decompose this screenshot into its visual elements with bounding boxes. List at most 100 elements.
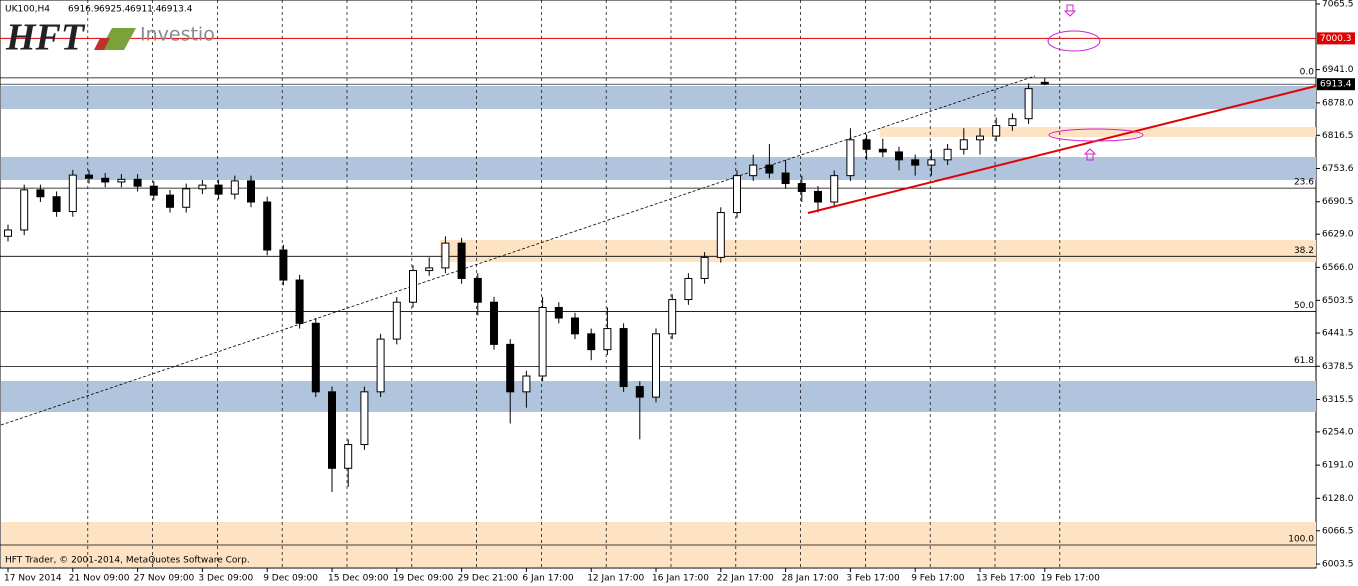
ohlc-low: 6911.4 <box>130 5 162 15</box>
candle-body <box>214 184 223 195</box>
candle-body <box>765 164 774 174</box>
candle-body <box>1024 88 1033 120</box>
candle-body <box>409 270 417 303</box>
y-tick-label: 6690.5 <box>1322 197 1354 207</box>
axis: 7065.5 6941.0 6878.0 6816.5 6753.6 6690.5 6629… <box>4 0 1355 584</box>
plot-frame <box>0 0 1317 569</box>
y-tick-label: 6503.5 <box>1322 296 1354 306</box>
candle-body <box>230 180 239 195</box>
candle-body <box>182 188 191 208</box>
fib-label: 0.0 <box>1300 67 1315 77</box>
candle-body <box>684 277 693 301</box>
support-zone <box>1 157 1316 180</box>
candle-body <box>52 196 61 212</box>
y-tick-label: 6066.5 <box>1322 526 1354 536</box>
candle-body <box>927 159 936 166</box>
y-tick-label: 6629.0 <box>1322 230 1354 240</box>
candle-body <box>311 322 320 393</box>
candle-body <box>1008 118 1017 127</box>
down-arrow <box>1063 4 1077 17</box>
candle-body <box>441 242 450 269</box>
candle-body <box>668 299 677 335</box>
y-tick-label: 6003.5 <box>1322 559 1354 569</box>
copyright: HFT Trader, © 2001-2014, MetaQuotes Soft… <box>5 556 250 566</box>
logo-mark <box>94 38 110 50</box>
candle-body <box>635 386 644 398</box>
header: UK100,H4 6916.9 6925.4 6911.4 6913.4 <box>5 5 193 15</box>
breakout-ellipse <box>1048 128 1144 142</box>
x-tick-label: 21 Nov 09:00 <box>69 574 130 584</box>
x-tick-label: 3 Dec 09:00 <box>198 574 253 584</box>
candle-body <box>619 328 628 388</box>
y-tick-label: 6816.5 <box>1322 131 1354 141</box>
logo: HFT Investio <box>5 17 215 59</box>
candle-body <box>781 172 790 185</box>
x-tick-label: 3 Feb 17:00 <box>846 574 900 584</box>
candle-body <box>36 189 45 198</box>
symbol: UK100,H4 <box>5 5 50 15</box>
candles <box>4 77 1049 493</box>
x-tick-label: 17 Nov 2014 <box>4 574 62 584</box>
candle-body <box>149 185 158 196</box>
candle-body <box>814 190 822 203</box>
candle-body <box>263 201 272 251</box>
candle-body <box>198 184 207 190</box>
candle-body <box>4 229 12 237</box>
candle-body <box>68 174 77 212</box>
logo-mark <box>100 28 136 50</box>
x-tick-label: 16 Jan 17:00 <box>652 574 709 584</box>
candle-body <box>85 174 93 179</box>
resistance-tag <box>1317 32 1355 45</box>
candle-body <box>473 277 482 303</box>
candle-body <box>895 151 903 161</box>
candle-body <box>733 175 741 214</box>
y-tick-label: 6753.6 <box>1322 164 1354 174</box>
candle-body <box>538 306 547 377</box>
x-tick-label: 22 Jan 17:00 <box>717 574 774 584</box>
y-tick-label: 6441.5 <box>1322 329 1354 339</box>
y-tick-label: 6566.0 <box>1322 263 1354 273</box>
fib-label: 61.8 <box>1294 356 1314 366</box>
candle-body <box>101 177 110 183</box>
logo-text: HFT <box>5 17 86 59</box>
candle-body <box>911 159 920 166</box>
fib-label: 50.0 <box>1294 301 1314 311</box>
up-arrow <box>1083 148 1097 161</box>
candle-body <box>554 306 563 319</box>
candle-body <box>506 343 515 393</box>
y-tick-label: 7065.5 <box>1322 0 1354 10</box>
candle-body <box>878 148 887 153</box>
y-tick-label: 6315.5 <box>1322 395 1354 405</box>
candle-body <box>992 125 1001 137</box>
candle-body <box>328 391 336 469</box>
x-tick-label: 6 Jan 17:00 <box>522 574 574 584</box>
x-tick-label: 9 Feb 17:00 <box>911 574 965 584</box>
target-ellipse <box>1047 30 1101 52</box>
logo-subtext: Investio <box>140 24 215 46</box>
x-tick-label: 27 Nov 09:00 <box>134 574 195 584</box>
y-tick-label: 6254.0 <box>1322 427 1354 437</box>
candle-body <box>830 175 839 203</box>
candle-body <box>522 375 531 393</box>
candle-body <box>117 178 126 183</box>
ohlc-close: 6913.4 <box>161 5 193 15</box>
x-tick-label: 19 Dec 09:00 <box>393 574 454 584</box>
x-tick-label: 13 Feb 17:00 <box>976 574 1035 584</box>
resistance-zone <box>1 522 1316 567</box>
candle-body <box>716 212 725 258</box>
candle-body <box>862 139 871 150</box>
support-zone <box>1 86 1316 109</box>
y-tick-label: 6128.0 <box>1322 494 1354 504</box>
trend-line <box>807 85 1317 214</box>
candle-body <box>166 194 174 208</box>
fib-label: 38.2 <box>1294 246 1314 256</box>
candle-body <box>603 328 612 351</box>
candle-body <box>1040 81 1049 85</box>
ohlc-open: 6916.9 <box>68 5 100 15</box>
fib-label: 23.6 <box>1294 178 1314 188</box>
x-tick-label: 12 Jan 17:00 <box>587 574 644 584</box>
candle-body <box>133 178 142 187</box>
candle-body <box>425 267 434 272</box>
candle-body <box>797 183 806 192</box>
